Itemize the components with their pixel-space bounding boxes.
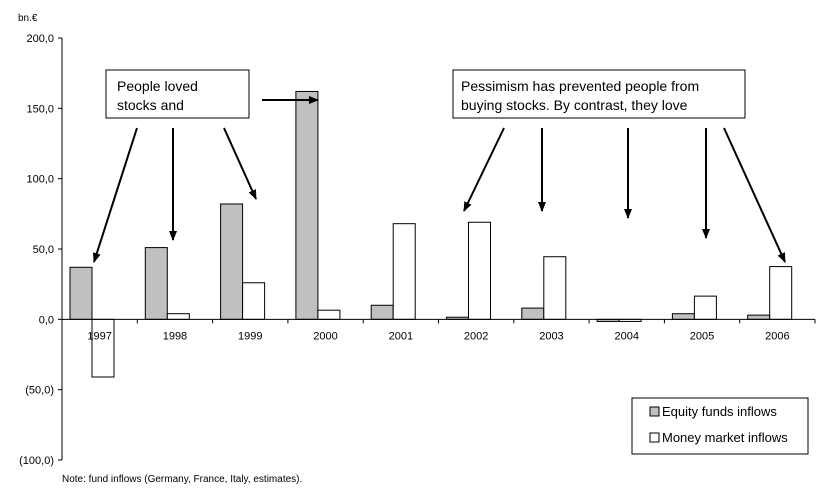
x-tick-label-1998: 1998 [163, 330, 187, 342]
x-tick-label-1997: 1997 [87, 330, 111, 342]
money-market-bar-1999 [242, 282, 266, 320]
equity-bar-1998 [144, 247, 168, 320]
legend-swatch-money-market [649, 432, 660, 443]
arrow-to-1999 [223, 127, 257, 200]
money-market-bar-2001 [392, 223, 416, 320]
annotation-left: People loved stocks and [92, 69, 319, 263]
y-axis: (100,0) (50,0) 0,0 50,0 100,0 150,0 200,0 [19, 33, 63, 467]
money-market-bar-2003 [543, 256, 567, 320]
x-tick-label-2002: 2002 [464, 330, 488, 342]
legend-swatch-equity [649, 406, 660, 417]
x-tick-label-1999: 1999 [238, 330, 262, 342]
annotation-left-box [105, 69, 250, 119]
legend-box [631, 397, 809, 455]
x-tick-label-2005: 2005 [690, 330, 714, 342]
annotation-right: Pessimism has prevented people from buyi… [452, 69, 786, 263]
x-tick-label-2004: 2004 [615, 330, 639, 342]
equity-bar-2001 [370, 304, 394, 320]
y-tick-label: 50,0 [33, 244, 54, 256]
annotation-right-box [452, 69, 746, 119]
equity-bar-2005 [671, 313, 695, 320]
y-tick-label: 0,0 [39, 314, 54, 326]
x-tick-label-2000: 2000 [313, 330, 337, 342]
annotation-right-line-2: buying stocks. By contrast, they love [461, 97, 688, 113]
footnote: Note: fund inflows (Germany, France, Ita… [62, 474, 303, 485]
equity-bar-1999 [220, 203, 244, 320]
money-market-bar-2002 [468, 221, 491, 320]
equity-bar-2000 [295, 90, 319, 320]
arrow-to-2006 [723, 127, 786, 263]
x-axis: 1997 1998 1999 2000 2001 2002 2003 2004 2005 2006 [61, 318, 816, 342]
money-market-bar-2000 [317, 309, 341, 320]
annotation-left-line-2: stocks and [117, 97, 184, 113]
legend: Equity funds inflows Money market inflow… [631, 397, 809, 455]
y-tick-label: 100,0 [26, 174, 54, 186]
legend-label-equity: Equity funds inflows [662, 404, 777, 419]
money-market-bar-1998 [166, 313, 190, 320]
y-tick-label: 200,0 [26, 33, 54, 45]
money-market-bar-2006 [769, 266, 793, 320]
annotation-right-line-1: Pessimism has prevented people from [461, 78, 699, 94]
arrow-to-1997 [92, 127, 138, 263]
x-tick-label-2001: 2001 [389, 330, 413, 342]
arrow-to-2002 [463, 127, 505, 212]
y-tick-label: (50,0) [25, 385, 54, 397]
annotation-left-line-1: People loved [117, 78, 198, 94]
equity-bar-2003 [521, 307, 545, 320]
money-market-bar-2005 [693, 295, 717, 320]
y-tick-label: 150,0 [26, 103, 54, 115]
equity-bar-1997 [69, 266, 93, 320]
legend-label-money-market: Money market inflows [662, 430, 788, 445]
x-tick-label-2006: 2006 [765, 330, 789, 342]
x-tick-label-2003: 2003 [539, 330, 563, 342]
y-tick-label: (100,0) [19, 455, 54, 467]
unit-label: bn.€ [18, 13, 38, 24]
equity-bar-2006 [747, 314, 771, 320]
money-market-bar-1997 [91, 318, 115, 378]
